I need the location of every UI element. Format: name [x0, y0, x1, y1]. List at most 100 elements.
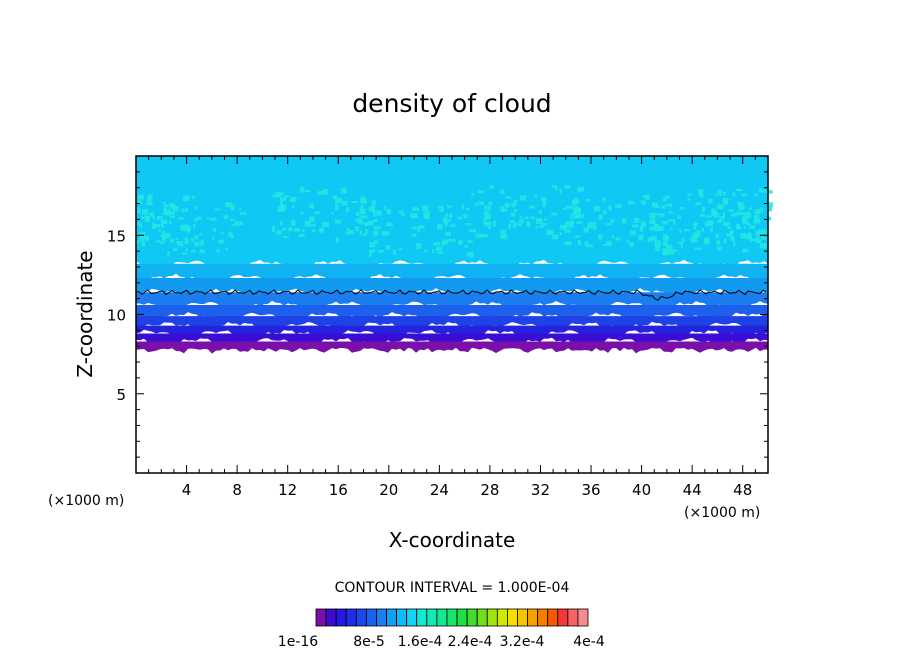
- texture-cell: [424, 213, 430, 220]
- texture-cell: [585, 244, 591, 248]
- texture-cell: [172, 248, 178, 252]
- texture-cell: [461, 204, 465, 210]
- texture-cell: [161, 223, 164, 228]
- colorbar-swatch: [345, 608, 357, 627]
- texture-cell: [341, 187, 347, 194]
- texture-cell: [446, 205, 453, 208]
- texture-cell: [654, 206, 660, 209]
- colorbar-swatch: [446, 608, 458, 627]
- colorbar-swatch: [325, 608, 337, 627]
- texture-cell: [169, 203, 176, 208]
- texture-cell: [672, 249, 677, 252]
- texture-cell: [654, 226, 661, 232]
- texture-cell: [384, 206, 387, 210]
- texture-cell: [693, 222, 698, 226]
- texture-cell: [386, 208, 392, 215]
- texture-cell: [564, 185, 571, 189]
- texture-cell: [443, 217, 447, 223]
- texture-cell: [139, 234, 143, 238]
- texture-cell: [309, 203, 314, 209]
- texture-cell: [573, 198, 579, 204]
- texture-cell: [161, 230, 165, 237]
- texture-cell: [194, 235, 199, 240]
- texture-cell: [155, 224, 161, 227]
- texture-cell: [513, 209, 517, 213]
- texture-cell: [504, 202, 510, 208]
- texture-cell: [572, 212, 578, 219]
- texture-cell: [442, 239, 449, 245]
- texture-cell: [571, 200, 576, 205]
- x-tick-label: 4: [182, 481, 192, 499]
- texture-cell: [737, 201, 744, 207]
- texture-cell: [341, 200, 348, 206]
- texture-cell: [225, 202, 232, 208]
- texture-cell: [735, 211, 739, 216]
- texture-cell: [639, 225, 643, 232]
- texture-cell: [464, 245, 468, 248]
- texture-cell: [207, 216, 210, 220]
- texture-cell: [615, 204, 620, 209]
- texture-cell: [621, 218, 627, 224]
- x-tick-label: 20: [379, 481, 398, 499]
- texture-cell: [573, 207, 580, 214]
- texture-cell: [619, 203, 622, 209]
- x-tick-label: 36: [581, 481, 600, 499]
- texture-cell: [508, 223, 511, 230]
- texture-cell: [356, 211, 360, 216]
- texture-cell: [653, 213, 660, 216]
- density-band: [136, 292, 768, 309]
- x-tick-label: 28: [480, 481, 499, 499]
- texture-cell: [615, 237, 621, 241]
- texture-cell: [489, 185, 494, 189]
- colorbar-swatch: [426, 608, 438, 627]
- texture-cell: [526, 220, 530, 227]
- texture-cell: [594, 205, 601, 212]
- chart-title: density of cloud: [352, 89, 551, 118]
- texture-cell: [484, 221, 492, 227]
- texture-cell: [512, 204, 515, 208]
- y-axis-label: Z-coordinate: [73, 250, 97, 377]
- texture-cell: [392, 249, 396, 255]
- texture-cell: [364, 222, 370, 227]
- texture-cell: [439, 206, 444, 212]
- x-unit-label-right: (×1000 m): [684, 505, 760, 521]
- texture-cell: [465, 208, 470, 211]
- texture-cell: [684, 229, 690, 232]
- texture-cell: [418, 224, 425, 229]
- texture-cell: [400, 212, 405, 216]
- texture-cell: [168, 220, 172, 225]
- density-band: [136, 325, 768, 338]
- texture-cell: [309, 216, 315, 222]
- density-band: [136, 278, 768, 296]
- texture-cell: [167, 212, 171, 216]
- texture-cell: [717, 219, 722, 224]
- texture-cell: [645, 194, 650, 200]
- texture-cell: [529, 205, 536, 209]
- texture-cell: [695, 230, 701, 237]
- texture-cell: [658, 225, 664, 231]
- colorbar-swatch: [406, 608, 418, 627]
- colorbar-label: 2.4e-4: [448, 634, 493, 650]
- texture-cell: [754, 193, 758, 197]
- texture-cell: [230, 218, 236, 221]
- texture-cell: [735, 225, 742, 230]
- texture-cell: [449, 224, 457, 227]
- texture-cell: [588, 221, 592, 224]
- texture-cell: [156, 240, 161, 243]
- texture-cell: [359, 215, 365, 219]
- x-axis: 4 8 12 16 20 24 28 32 36 40 44 48: [148, 156, 756, 499]
- texture-cell: [351, 201, 359, 203]
- texture-cell: [182, 208, 185, 213]
- texture-cell: [373, 240, 379, 244]
- texture-cell: [180, 224, 183, 230]
- texture-cell: [416, 243, 422, 249]
- y-tick-label: 10: [107, 307, 126, 325]
- texture-cell: [606, 241, 612, 246]
- density-band: [136, 156, 768, 268]
- texture-cell: [410, 213, 418, 218]
- texture-cell: [570, 213, 573, 219]
- texture-cell: [510, 220, 515, 224]
- texture-cell: [458, 240, 463, 245]
- texture-cell: [311, 223, 317, 227]
- texture-cell: [726, 233, 731, 237]
